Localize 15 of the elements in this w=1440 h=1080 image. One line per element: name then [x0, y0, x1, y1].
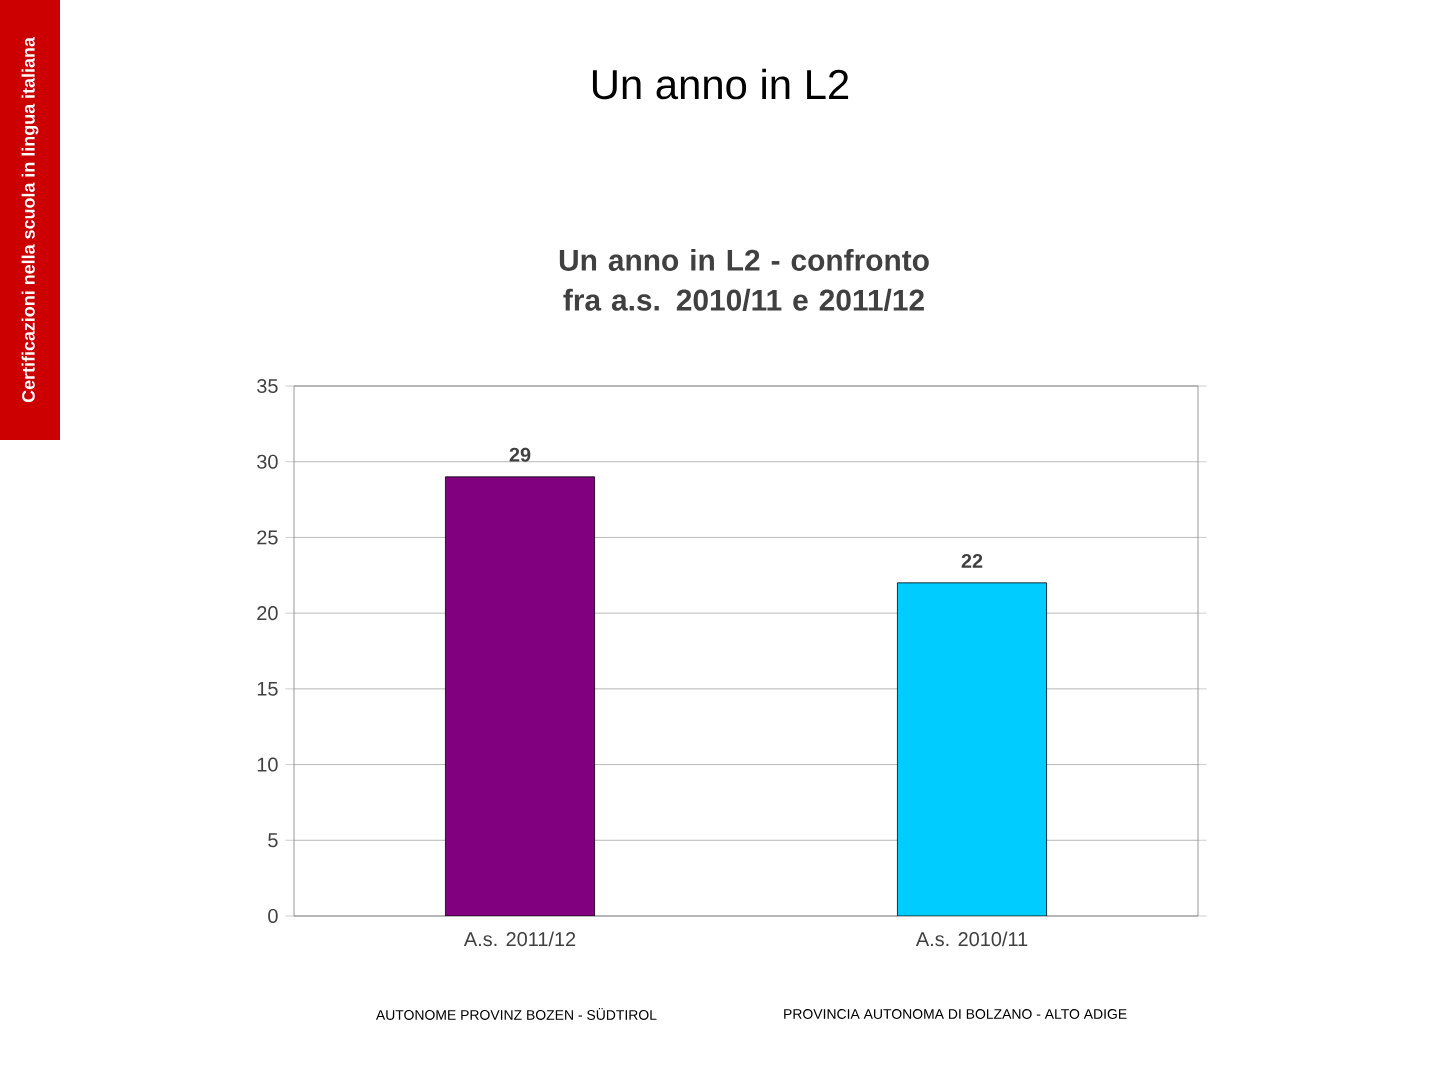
y-tick-label: 30: [257, 454, 278, 469]
y-tick-label: 15: [257, 681, 278, 696]
data-label: 29: [509, 447, 531, 462]
y-tick-label: 35: [257, 378, 278, 394]
y-tick-label: 0: [268, 908, 278, 924]
y-tick-label: 25: [257, 530, 278, 545]
chart-title: Un anno in L2: [592, 68, 849, 100]
y-tick-label: 10: [257, 757, 278, 772]
x-tick-label: A.s. 2010/11: [915, 931, 1028, 947]
y-tick-label: 20: [257, 606, 278, 621]
x-tick-label: A.s. 2011/12: [463, 931, 576, 947]
y-tick-label: 5: [268, 833, 278, 848]
text: Certificazioni nella scuola in lingua italiana: [21, 36, 39, 403]
data-label: 22: [961, 553, 983, 568]
chart-subtitle: Un anno in L2 - confronto fra a.s. 2010/11 e 2011/12: [559, 248, 929, 312]
